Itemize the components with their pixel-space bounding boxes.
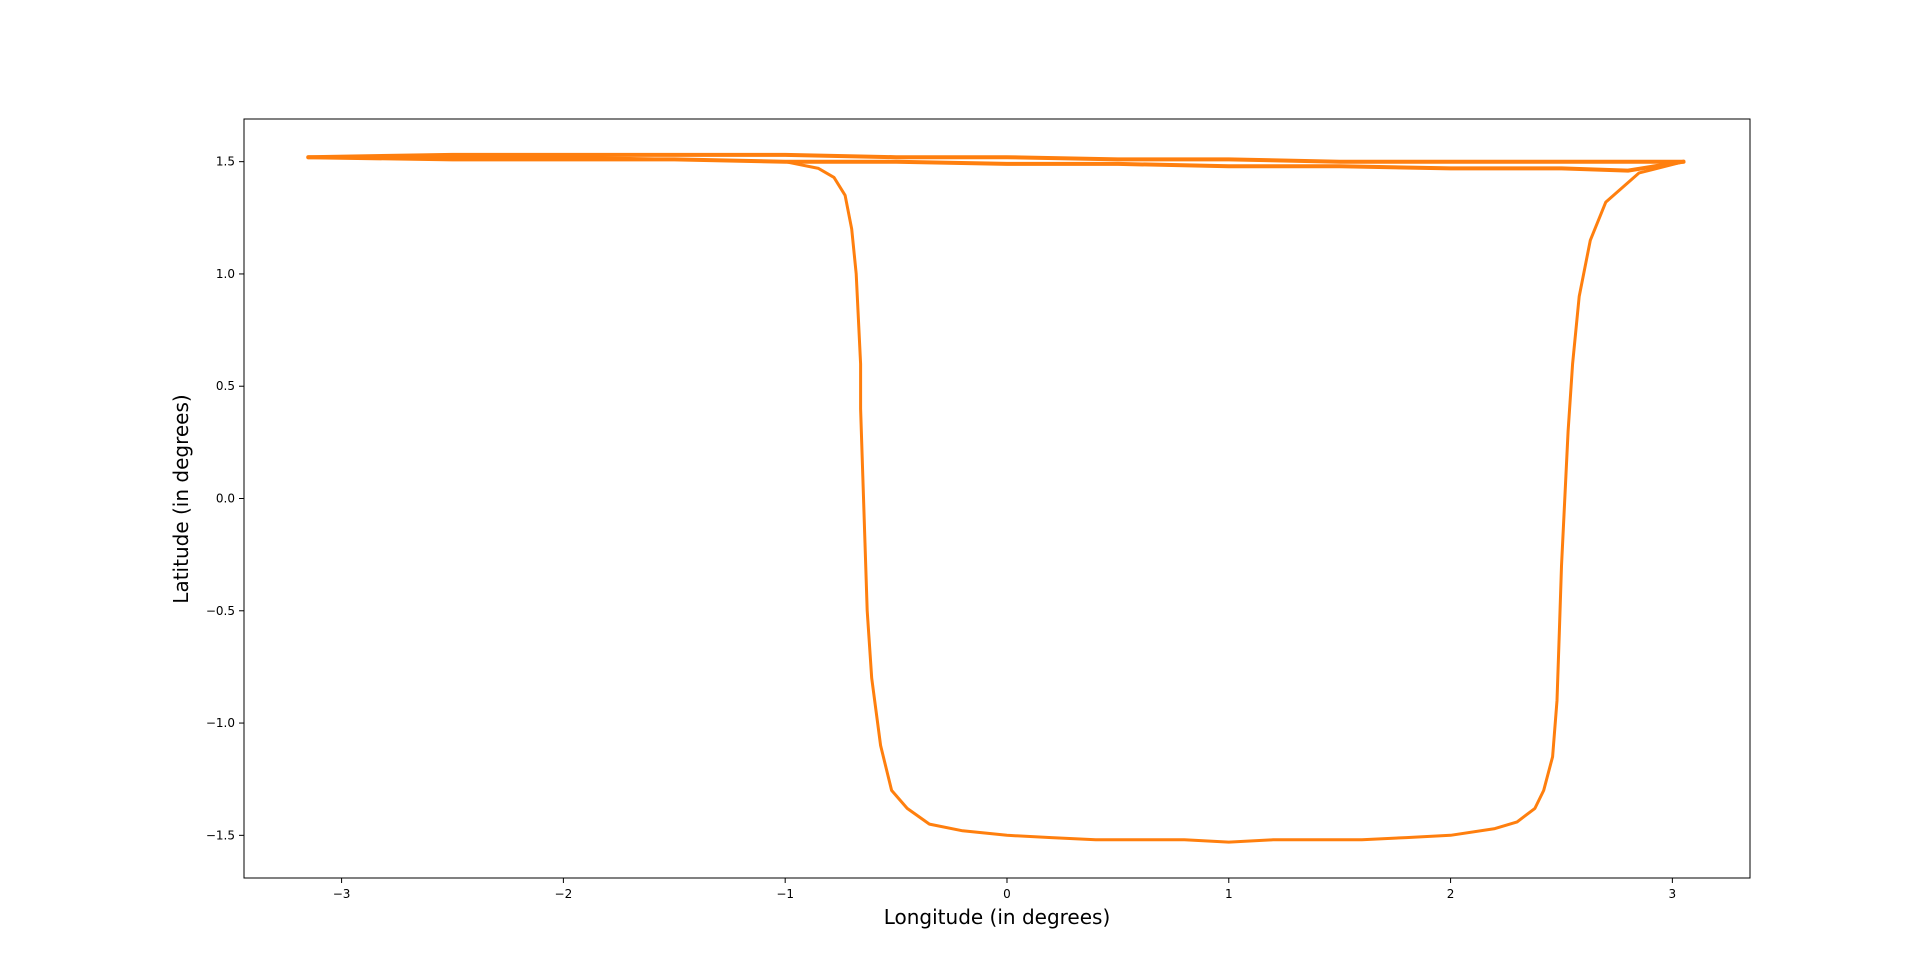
series-line-3 (306, 155, 1686, 173)
y-tick-label: −1.5 (206, 828, 235, 842)
x-tick-label: −3 (333, 887, 351, 901)
y-tick-label: 1.0 (216, 267, 235, 281)
y-tick-label: −1.0 (206, 716, 235, 730)
x-tick-label: 2 (1447, 887, 1455, 901)
y-tick-label: 1.5 (216, 155, 235, 169)
y-tick-label: −0.5 (206, 604, 235, 618)
x-tick-label: −2 (555, 887, 573, 901)
series-line-1 (306, 155, 1685, 844)
plot-frame (243, 118, 1751, 879)
y-tick-label: 0.0 (216, 492, 235, 506)
y-tick-label: 0.5 (216, 379, 235, 393)
x-axis-label: Longitude (in degrees) (884, 905, 1111, 929)
x-axis-ticks: −3 −2 −1 0 1 2 3 (333, 878, 1676, 901)
x-tick-label: 1 (1225, 887, 1233, 901)
x-tick-label: 3 (1669, 887, 1677, 901)
y-axis-ticks: −1.5 −1.0 −0.5 0.0 0.5 1.0 1.5 (206, 155, 244, 842)
y-axis-label: Latitude (in degrees) (169, 394, 193, 603)
series-line-2 (306, 152, 1686, 164)
series-layer (306, 152, 1686, 844)
x-tick-label: −1 (776, 887, 794, 901)
x-tick-label: 0 (1003, 887, 1011, 901)
